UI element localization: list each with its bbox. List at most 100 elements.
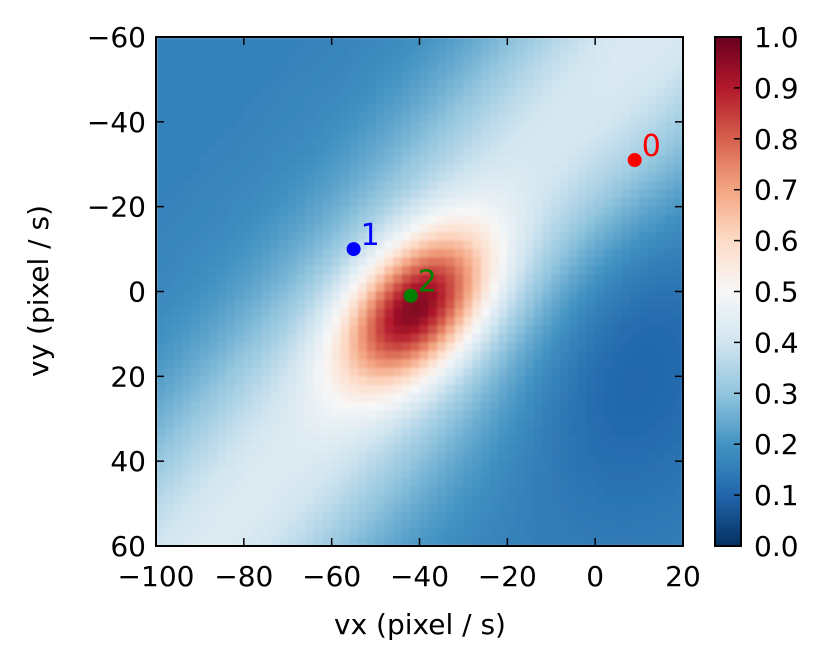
heatmap-cell [217, 274, 227, 284]
heatmap-cell [480, 283, 491, 293]
heatmap-cell [603, 206, 614, 216]
heatmap-cell [401, 469, 412, 479]
heatmap-cell [445, 376, 456, 386]
heatmap-cell [226, 291, 236, 301]
heatmap-cell [639, 223, 649, 233]
heatmap-cell [199, 266, 210, 276]
heatmap-cell [252, 367, 262, 377]
heatmap-cell [498, 113, 508, 123]
heatmap-cell [314, 249, 324, 259]
heatmap-cell [331, 410, 342, 420]
heatmap-cell [410, 62, 421, 72]
heatmap-cell [542, 359, 552, 369]
heatmap-cell [208, 384, 219, 394]
heatmap-cell [516, 359, 526, 369]
heatmap-cell [235, 206, 245, 216]
heatmap-cell [428, 62, 438, 72]
heatmap-cell [173, 469, 183, 479]
heatmap-cell [164, 215, 175, 225]
heatmap-cell [507, 418, 517, 428]
heatmap-cell [278, 384, 289, 394]
heatmap-cell [437, 401, 447, 411]
heatmap-cell [349, 138, 359, 148]
heatmap-cell [366, 537, 377, 546]
heatmap-cell [270, 316, 280, 327]
heatmap-cell [489, 529, 500, 539]
heatmap-cell [182, 367, 192, 377]
heatmap-cell [603, 452, 614, 462]
heatmap-cell [296, 172, 306, 182]
heatmap-cell [252, 384, 262, 394]
heatmap-cell [366, 249, 377, 259]
heatmap-cell [437, 486, 447, 496]
heatmap-cell [454, 283, 465, 293]
heatmap-cell [358, 240, 368, 250]
heatmap-cell [428, 478, 438, 488]
heatmap-cell [270, 384, 280, 394]
heatmap-cell [252, 486, 262, 496]
heatmap-cell [270, 70, 280, 81]
heatmap-cell [287, 104, 298, 114]
heatmap-cell [639, 478, 649, 488]
heatmap-cell [480, 333, 491, 343]
heatmap-cell [156, 79, 166, 89]
heatmap-cell [560, 333, 570, 343]
heatmap-cell [199, 130, 210, 140]
heatmap-cell [507, 96, 517, 106]
heatmap-cell [191, 189, 201, 199]
heatmap-cell [358, 418, 368, 428]
heatmap-cell [366, 418, 377, 428]
heatmap-cell [226, 257, 236, 267]
heatmap-cell [498, 418, 508, 428]
heatmap-cell [463, 537, 473, 546]
heatmap-cell [595, 70, 605, 81]
heatmap-cell [463, 291, 473, 301]
heatmap-cell [314, 359, 324, 369]
heatmap-cell [586, 478, 596, 488]
heatmap-cell [577, 325, 587, 335]
heatmap-cell [375, 333, 385, 343]
heatmap-cell [586, 537, 596, 546]
heatmap-cell [156, 206, 166, 216]
heatmap-cell [428, 342, 438, 352]
heatmap-cell [349, 359, 359, 369]
heatmap-cell [199, 384, 210, 394]
heatmap-cell [674, 333, 683, 343]
heatmap-cell [375, 198, 385, 208]
heatmap-cell [489, 495, 500, 505]
x-tick-label: −60 [302, 560, 361, 593]
heatmap-cell [533, 291, 544, 301]
heatmap-cell [603, 461, 614, 471]
heatmap-cell [243, 198, 254, 208]
heatmap-cell [261, 53, 271, 64]
heatmap-cell [226, 537, 236, 546]
heatmap-cell [445, 121, 456, 131]
heatmap-cell [235, 79, 245, 89]
heatmap-cell [243, 130, 254, 140]
heatmap-cell [314, 37, 324, 47]
heatmap-cell [261, 189, 271, 199]
heatmap-cell [410, 299, 421, 310]
heatmap-cell [401, 37, 412, 47]
heatmap-cell [551, 79, 561, 89]
heatmap-cell [261, 206, 271, 216]
heatmap-cell [480, 486, 491, 496]
heatmap-cell [437, 350, 447, 360]
heatmap-cell [235, 359, 245, 369]
heatmap-cell [226, 53, 236, 64]
heatmap-cell [586, 376, 596, 386]
heatmap-cell [595, 113, 605, 123]
heatmap-cell [261, 401, 271, 411]
heatmap-cell [419, 325, 429, 335]
heatmap-cell [243, 79, 254, 89]
heatmap-cell [621, 350, 631, 360]
heatmap-cell [278, 478, 289, 488]
heatmap-cell [191, 223, 201, 233]
heatmap-cell [674, 452, 683, 462]
heatmap-cell [621, 469, 631, 479]
heatmap-cell [621, 503, 631, 513]
heatmap-cell [191, 512, 201, 522]
heatmap-cell [287, 410, 298, 420]
heatmap-cell [428, 367, 438, 377]
heatmap-cell [586, 70, 596, 81]
